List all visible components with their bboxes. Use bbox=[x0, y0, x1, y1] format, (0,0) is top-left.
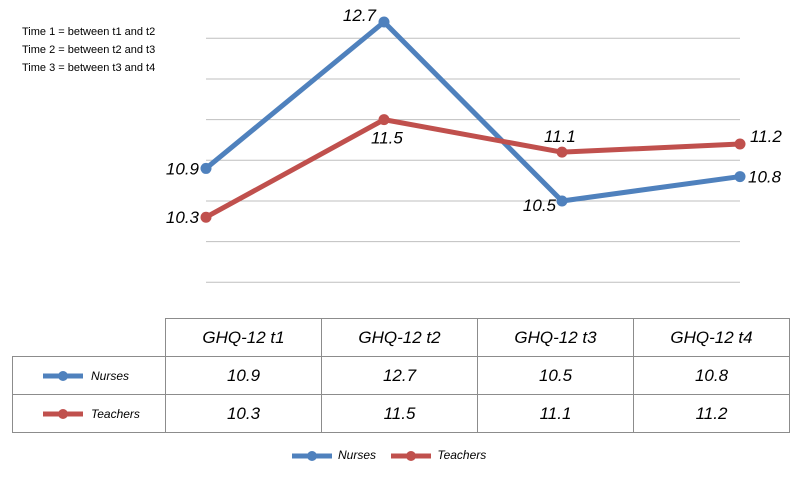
table-cell: 11.5 bbox=[321, 394, 478, 433]
data-label: 11.1 bbox=[544, 127, 576, 146]
table-cell: 12.7 bbox=[321, 356, 478, 395]
data-table: GHQ-12 t1 GHQ-12 t2 GHQ-12 t3 GHQ-12 t4 … bbox=[12, 318, 790, 433]
legend-item-nurses: Nurses bbox=[290, 448, 376, 462]
data-point bbox=[378, 114, 390, 126]
data-label: 10.9 bbox=[166, 159, 200, 178]
table-cell: 11.2 bbox=[633, 394, 790, 433]
table-cell: 11.1 bbox=[477, 394, 634, 433]
data-label: 12.7 bbox=[343, 6, 377, 25]
legend-item-teachers: Teachers bbox=[389, 448, 486, 462]
series-line-nurses bbox=[204, 19, 741, 204]
data-label: 10.3 bbox=[166, 208, 200, 227]
table-header-row: GHQ-12 t1 GHQ-12 t2 GHQ-12 t3 GHQ-12 t4 bbox=[12, 318, 790, 357]
table-cell: 10.9 bbox=[165, 356, 322, 395]
table-row-label-teachers: Teachers bbox=[12, 394, 166, 433]
table-header-t4: GHQ-12 t4 bbox=[633, 318, 790, 357]
note-time-1: Time 1 = between t1 and t2 bbox=[22, 26, 156, 38]
series-line-teachers bbox=[204, 117, 741, 220]
data-point bbox=[556, 146, 568, 158]
table-header-t3: GHQ-12 t3 bbox=[477, 318, 634, 357]
table-row-nurses: Nurses 10.9 12.7 10.5 10.8 bbox=[12, 356, 790, 395]
line-chart: 10.9 12.7 10.5 10.8 10.3 11.5 11.1 11.2 bbox=[166, 6, 782, 283]
data-label: 10.5 bbox=[523, 196, 557, 215]
teachers-legend-icon bbox=[391, 450, 432, 461]
data-point bbox=[200, 162, 212, 174]
data-point bbox=[200, 211, 212, 223]
data-point bbox=[734, 171, 746, 183]
data-label: 11.5 bbox=[371, 129, 403, 148]
table-cell: 10.8 bbox=[633, 356, 790, 395]
data-point bbox=[734, 138, 746, 150]
data-label: 11.2 bbox=[750, 127, 782, 146]
nurses-legend-icon bbox=[292, 450, 332, 461]
table-cell: 10.3 bbox=[165, 394, 322, 433]
note-time-2: Time 2 = between t2 and t3 bbox=[22, 44, 156, 56]
table-row-teachers: Teachers 10.3 11.5 11.1 11.2 bbox=[12, 394, 790, 433]
data-label: 10.8 bbox=[748, 168, 782, 187]
table-cell: 10.5 bbox=[477, 356, 634, 395]
data-point bbox=[378, 16, 390, 28]
note-time-3: Time 3 = between t3 and t4 bbox=[22, 62, 156, 74]
data-point bbox=[556, 195, 568, 207]
table-row-label-nurses: Nurses bbox=[12, 356, 166, 395]
legend: Nurses Teachers bbox=[290, 448, 496, 462]
nurses-key-icon bbox=[43, 371, 83, 382]
table-header-t2: GHQ-12 t2 bbox=[321, 318, 478, 357]
teachers-key-icon bbox=[43, 409, 83, 420]
table-header-t1: GHQ-12 t1 bbox=[165, 318, 322, 357]
